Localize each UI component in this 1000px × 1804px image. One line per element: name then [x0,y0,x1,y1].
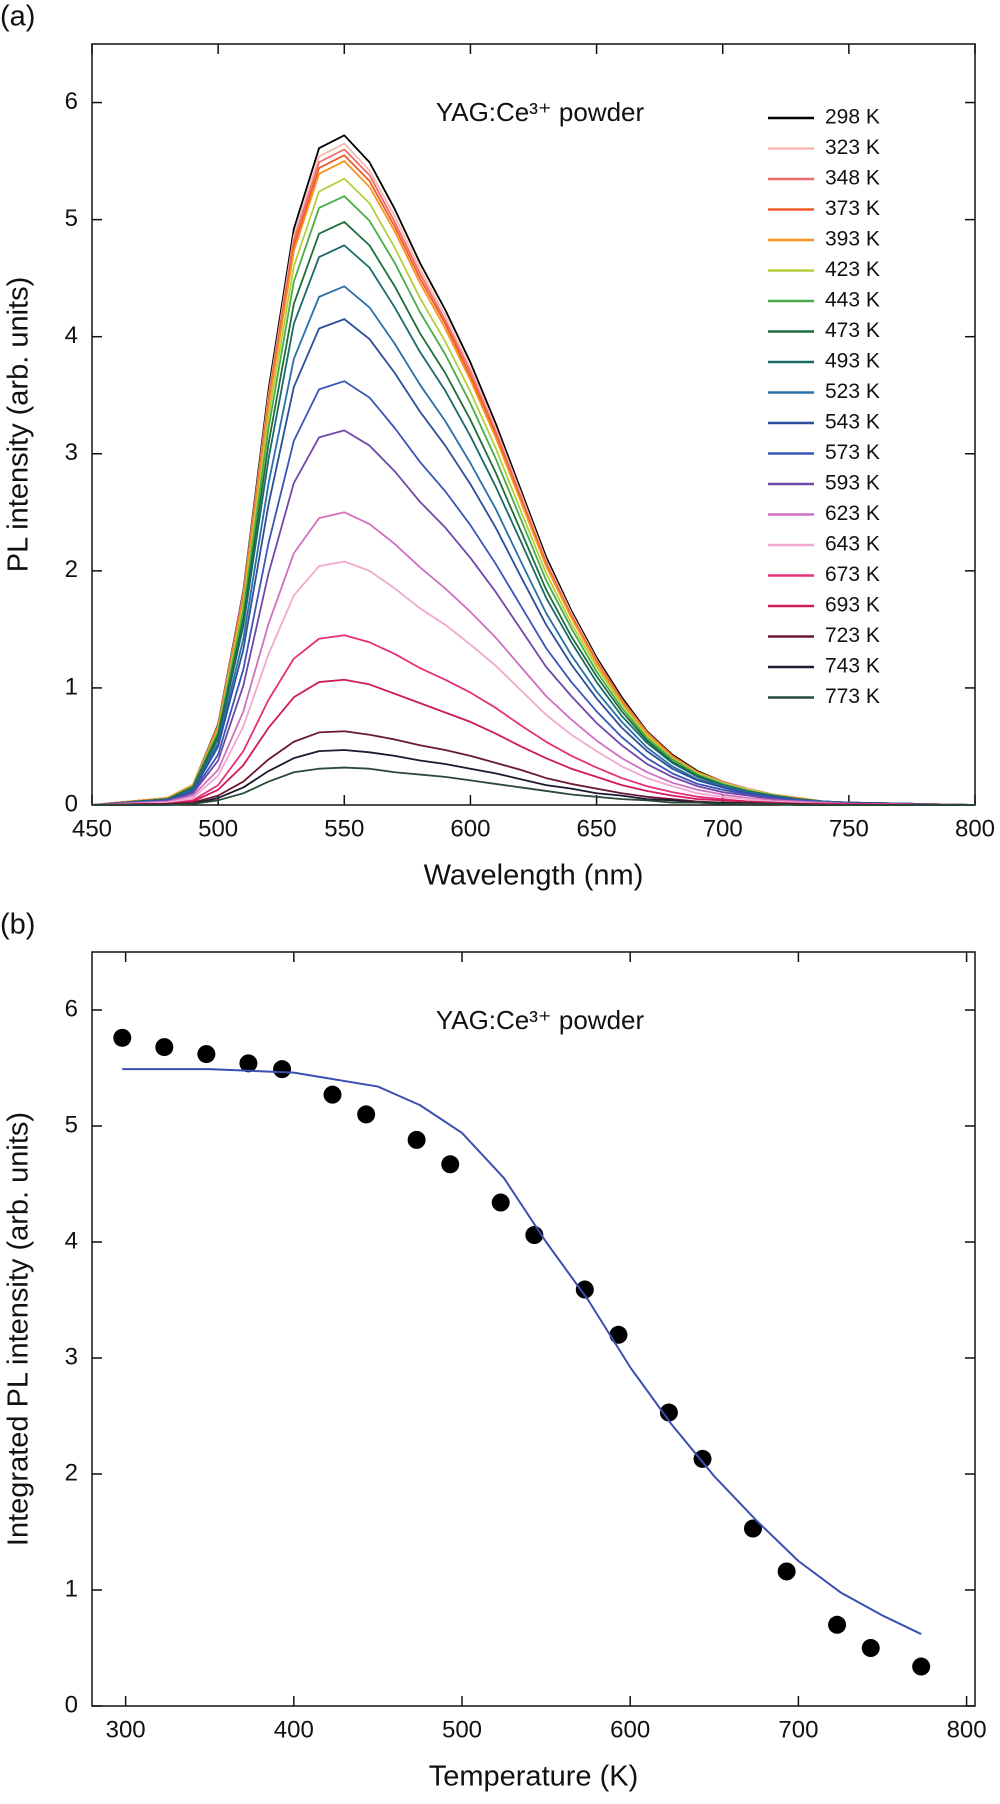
y-tick-label: 6 [65,995,78,1022]
annotation: YAG:Ce³⁺ powder [436,1005,645,1035]
spectrum-line [91,221,976,806]
legend-label: 623 K [825,502,880,525]
legend-label: 573 K [825,441,880,464]
panel-label: (b) [0,909,35,941]
x-tick-label: 600 [610,1716,650,1743]
x-axis-label: Temperature (K) [429,1761,639,1793]
legend-label: 673 K [825,563,880,586]
y-tick-label: 3 [65,1343,78,1370]
spectrum-line [91,285,976,806]
data-point [912,1657,931,1676]
spectrum-line [91,380,976,806]
legend-label: 773 K [825,685,880,708]
x-tick-label: 450 [72,815,112,842]
plot-frame [91,951,976,1707]
legend-label: 593 K [825,472,880,495]
data-point [273,1060,292,1079]
spectrum-line [91,730,975,806]
data-point [491,1193,510,1212]
data-point [575,1280,594,1299]
x-tick-label: 300 [106,1716,146,1743]
legend-label: 523 K [825,380,880,403]
spectrum-line [91,678,975,806]
data-point [693,1449,712,1468]
panel-label: (a) [0,1,35,33]
data-point [323,1085,342,1104]
legend-label: 323 K [825,136,880,159]
data-point [777,1562,796,1581]
x-tick-label: 400 [274,1716,314,1743]
y-tick-label: 1 [65,1575,78,1602]
fit-line [122,1068,922,1635]
legend-label: 543 K [825,411,880,434]
legend-label: 443 K [825,289,880,312]
data-point [743,1519,762,1538]
legend-label: 743 K [825,655,880,678]
y-axis-label: Integrated PL intensity (arb. units) [3,1112,35,1546]
data-point [239,1054,258,1073]
spectrum-line [91,560,976,806]
spectrum-line [91,318,976,806]
y-axis-label: PL intensity (arb. units) [3,277,35,573]
spectrum-line [91,429,976,806]
legend-label: 473 K [825,319,880,342]
x-tick-label: 500 [198,815,238,842]
y-tick-label: 4 [65,322,78,349]
data-point [828,1615,847,1634]
y-tick-label: 3 [65,439,78,466]
data-point [197,1045,216,1064]
y-tick-label: 4 [65,1227,78,1254]
legend-label: 298 K [825,106,880,129]
legend-label: 723 K [825,624,880,647]
legend-label: 393 K [825,228,880,251]
x-tick-label: 550 [324,815,364,842]
y-tick-label: 1 [65,673,78,700]
legend-label: 373 K [825,197,880,220]
data-point [155,1038,174,1057]
spectrum-line [91,177,976,806]
x-tick-label: 800 [955,815,995,842]
y-tick-label: 0 [65,790,78,817]
x-tick-label: 700 [778,1716,818,1743]
legend-label: 493 K [825,350,880,373]
data-point [407,1130,426,1149]
data-point [441,1155,460,1174]
x-axis-label: Wavelength (nm) [424,860,644,892]
legend-label: 693 K [825,594,880,617]
plot-frame [91,43,976,806]
legend-label: 348 K [825,167,880,190]
annotation: YAG:Ce³⁺ powder [436,97,645,127]
x-tick-label: 500 [442,1716,482,1743]
x-tick-label: 750 [829,815,869,842]
data-point [659,1403,678,1422]
spectrum-line [92,766,975,806]
data-point [357,1105,376,1124]
x-tick-label: 650 [577,815,617,842]
data-point [113,1028,132,1047]
legend-label: 423 K [825,258,880,281]
x-tick-label: 600 [450,815,490,842]
legend-label: 643 K [825,533,880,556]
x-tick-label: 800 [947,1716,987,1743]
y-tick-label: 6 [65,88,78,115]
spectrum-line [91,511,976,806]
y-tick-label: 2 [65,556,78,583]
y-tick-label: 0 [65,1691,78,1718]
data-point [861,1639,880,1657]
data-point [609,1325,628,1344]
x-tick-label: 700 [703,815,743,842]
y-tick-label: 5 [65,1111,78,1138]
y-tick-label: 2 [65,1459,78,1486]
y-tick-label: 5 [65,205,78,232]
